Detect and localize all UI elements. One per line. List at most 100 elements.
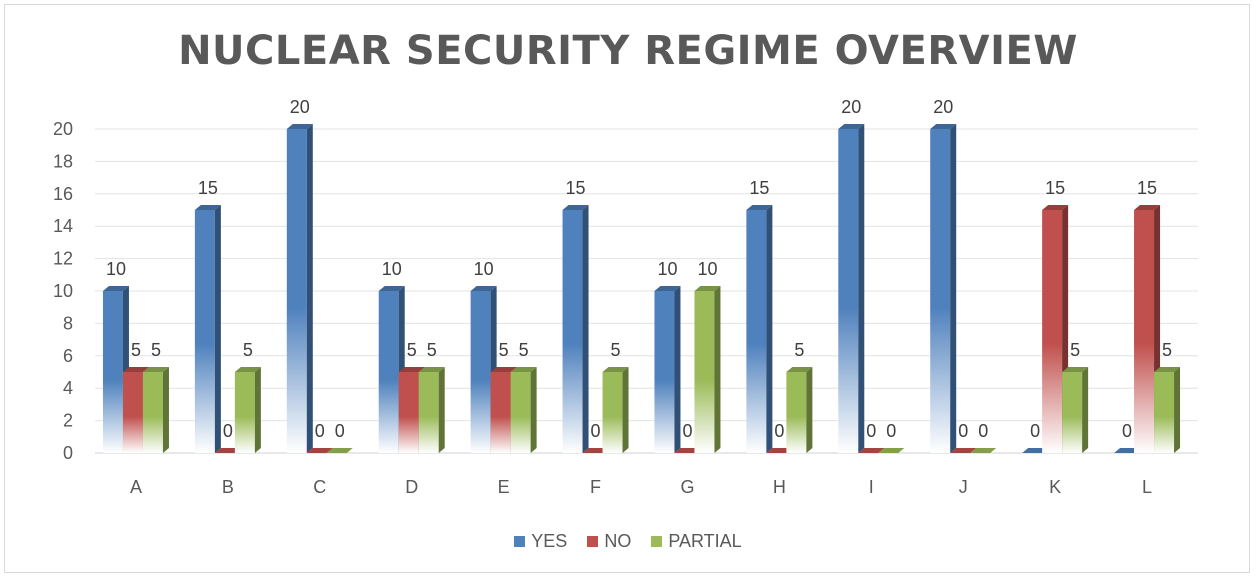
bar-no-j — [950, 448, 977, 453]
y-tick-label: 8 — [63, 313, 73, 333]
bar-partial-k — [1062, 367, 1089, 453]
y-tick-label: 6 — [63, 346, 73, 366]
x-tick-label: G — [680, 477, 694, 497]
data-label: 0 — [335, 421, 345, 441]
data-label: 15 — [566, 178, 586, 198]
x-tick-label: F — [590, 477, 601, 497]
data-label: 5 — [499, 340, 509, 360]
bar-partial-c — [326, 448, 353, 453]
legend: YES NO PARTIAL — [0, 531, 1256, 552]
legend-label: PARTIAL — [668, 531, 742, 551]
bar-no-k — [1042, 205, 1069, 453]
data-label: 5 — [794, 340, 804, 360]
legend-swatch — [514, 536, 526, 547]
chart-title: NUCLEAR SECURITY REGIME OVERVIEW — [178, 28, 1078, 74]
bar-no-g — [674, 448, 701, 453]
legend-item-yes: YES — [514, 531, 567, 552]
data-label: 5 — [407, 340, 417, 360]
data-label: 0 — [591, 421, 601, 441]
data-label: 10 — [657, 259, 677, 279]
data-label: 15 — [1137, 178, 1157, 198]
data-label: 20 — [933, 97, 953, 117]
bar-partial-j — [970, 448, 997, 453]
bar-partial-h — [786, 367, 813, 453]
legend-item-no: NO — [587, 531, 631, 552]
y-tick-label: 10 — [53, 281, 73, 301]
bar-partial-f — [602, 367, 629, 453]
x-tick-label: I — [869, 477, 874, 497]
data-label: 15 — [749, 178, 769, 198]
bar-yes-c — [286, 124, 313, 453]
bar-no-h — [766, 448, 793, 453]
bar-partial-l — [1154, 367, 1181, 453]
data-label: 15 — [1045, 178, 1065, 198]
gridlines — [95, 128, 1198, 454]
x-tick-label: D — [405, 477, 418, 497]
x-tick-label: J — [959, 477, 968, 497]
data-label: 0 — [886, 421, 896, 441]
bar-no-c — [306, 448, 333, 453]
y-tick-label: 20 — [53, 119, 73, 139]
y-tick-label: 12 — [53, 249, 73, 269]
y-axis: 0 2 4 6 8 10 12 14 16 18 20 — [53, 119, 73, 463]
bar-partial-a — [142, 367, 169, 453]
data-label: 5 — [519, 340, 529, 360]
data-label: 10 — [106, 259, 126, 279]
data-label: 15 — [198, 178, 218, 198]
legend-swatch — [587, 536, 599, 547]
data-label: 0 — [682, 421, 692, 441]
data-label: 5 — [611, 340, 621, 360]
bar-yes-g — [654, 286, 681, 453]
y-tick-label: 2 — [63, 411, 73, 431]
bar-partial-g — [694, 286, 721, 453]
x-tick-label: K — [1049, 477, 1061, 497]
y-tick-label: 16 — [53, 184, 73, 204]
data-label: 10 — [382, 259, 402, 279]
data-label: 0 — [1030, 421, 1040, 441]
y-tick-label: 14 — [53, 216, 73, 236]
data-label: 20 — [841, 97, 861, 117]
data-label: 5 — [427, 340, 437, 360]
y-tick-label: 18 — [53, 151, 73, 171]
legend-label: NO — [604, 531, 632, 551]
bar-partial-e — [510, 367, 537, 453]
legend-label: YES — [531, 531, 568, 551]
legend-swatch — [651, 536, 663, 547]
x-tick-label: B — [222, 477, 234, 497]
y-tick-label: 0 — [63, 443, 73, 463]
data-label: 5 — [1070, 340, 1080, 360]
bar-partial-d — [418, 367, 445, 453]
bar-yes-j — [930, 124, 957, 453]
legend-item-partial: PARTIAL — [651, 531, 742, 552]
data-label: 0 — [958, 421, 968, 441]
bar-partial-i — [878, 448, 905, 453]
bars — [102, 124, 1181, 453]
data-label: 5 — [131, 340, 141, 360]
bar-yes-l — [1114, 448, 1141, 453]
data-label: 0 — [978, 421, 988, 441]
data-label: 5 — [1162, 340, 1172, 360]
bar-no-i — [858, 448, 885, 453]
bar-yes-k — [1022, 448, 1049, 453]
bar-yes-f — [562, 205, 589, 453]
x-tick-label: E — [498, 477, 510, 497]
data-label: 0 — [1122, 421, 1132, 441]
x-tick-label: A — [130, 477, 142, 497]
bar-yes-a — [102, 286, 129, 453]
data-label: 0 — [866, 421, 876, 441]
bar-no-b — [214, 448, 241, 453]
x-tick-label: C — [313, 477, 326, 497]
y-tick-label: 4 — [63, 378, 73, 398]
data-label: 10 — [474, 259, 494, 279]
bar-yes-h — [746, 205, 773, 453]
data-label: 10 — [697, 259, 717, 279]
data-label: 0 — [315, 421, 325, 441]
x-tick-label: L — [1142, 477, 1152, 497]
data-label: 20 — [290, 97, 310, 117]
bar-yes-b — [194, 205, 221, 453]
data-label: 0 — [223, 421, 233, 441]
x-tick-label: H — [773, 477, 786, 497]
data-label: 5 — [151, 340, 161, 360]
